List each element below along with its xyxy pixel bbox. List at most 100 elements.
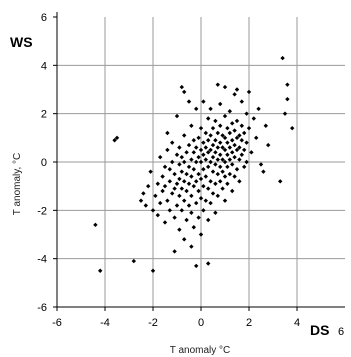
y-axis-label: T anomaly, °C	[12, 153, 23, 216]
data-point	[155, 212, 160, 218]
data-point	[258, 162, 264, 167]
data-point	[148, 169, 153, 174]
data-point	[194, 263, 199, 269]
data-point	[213, 162, 218, 167]
data-point	[254, 135, 259, 141]
data-point	[230, 162, 235, 167]
data-point	[177, 193, 182, 199]
data-point	[213, 138, 218, 143]
data-point	[172, 215, 177, 220]
data-point	[215, 82, 220, 87]
data-point	[242, 130, 247, 136]
data-point	[285, 96, 290, 102]
data-point	[201, 140, 206, 145]
data-point	[174, 203, 180, 208]
data-point	[189, 123, 194, 128]
x-tick-label: -2	[148, 317, 158, 329]
y-corner-label: WS	[10, 34, 33, 50]
data-point	[239, 138, 244, 143]
data-point	[201, 152, 206, 157]
data-point	[196, 215, 201, 220]
data-point	[249, 150, 254, 155]
data-point	[208, 179, 213, 184]
data-point	[215, 130, 220, 136]
data-point	[239, 152, 244, 157]
data-point	[189, 193, 194, 199]
data-point	[210, 142, 216, 148]
data-point	[186, 203, 192, 208]
data-point	[280, 55, 285, 61]
data-point	[218, 140, 223, 145]
data-point	[218, 101, 223, 107]
data-point	[213, 150, 218, 155]
data-point	[114, 135, 120, 141]
data-point	[184, 150, 189, 155]
data-point	[165, 147, 170, 153]
data-point	[244, 140, 249, 145]
data-point	[150, 268, 156, 273]
data-point	[167, 208, 172, 213]
data-point	[220, 157, 225, 162]
data-point	[282, 111, 288, 116]
data-point	[177, 227, 182, 232]
data-point	[232, 128, 237, 133]
data-point	[225, 164, 230, 170]
data-point	[162, 164, 168, 170]
data-point	[196, 188, 201, 194]
data-point	[234, 87, 240, 92]
data-point	[251, 116, 256, 121]
data-point	[182, 89, 187, 95]
data-point	[215, 145, 220, 150]
data-point	[198, 147, 204, 153]
data-point	[222, 159, 228, 165]
data-point	[170, 140, 175, 145]
data-point	[232, 174, 237, 179]
data-point	[198, 125, 204, 131]
data-point	[206, 116, 211, 121]
data-point	[210, 191, 216, 196]
data-point	[210, 125, 216, 131]
data-point	[198, 196, 204, 201]
data-point	[198, 159, 204, 165]
data-point	[278, 179, 283, 184]
data-point	[234, 118, 240, 124]
data-point	[174, 181, 180, 186]
data-point	[215, 171, 220, 177]
data-point	[203, 157, 208, 162]
data-point	[191, 138, 196, 143]
data-point	[222, 84, 228, 90]
data-point	[174, 152, 180, 157]
data-point	[239, 99, 244, 104]
data-point	[290, 125, 295, 131]
data-point	[234, 135, 240, 141]
x-tick-label: 2	[246, 317, 252, 329]
data-point	[155, 181, 160, 186]
data-point	[232, 142, 237, 148]
data-point	[131, 258, 136, 264]
data-point	[242, 164, 247, 170]
data-point	[210, 169, 216, 174]
data-point	[234, 167, 240, 172]
data-point	[179, 154, 184, 160]
data-point	[184, 171, 189, 177]
data-point	[203, 198, 208, 203]
data-point	[167, 179, 172, 184]
data-point	[222, 147, 228, 153]
data-point	[208, 147, 213, 153]
data-point	[194, 106, 199, 112]
data-point	[215, 193, 220, 199]
data-point	[203, 145, 208, 150]
data-point	[201, 99, 206, 104]
data-point	[201, 183, 206, 189]
data-point	[160, 174, 165, 179]
data-point	[239, 123, 244, 128]
data-point	[138, 198, 144, 203]
data-point	[261, 169, 266, 174]
data-point	[194, 200, 199, 206]
data-point	[246, 89, 252, 95]
x-tick-label: 0	[198, 317, 204, 329]
data-point	[237, 157, 242, 162]
data-point	[242, 147, 247, 153]
data-point	[208, 106, 213, 112]
data-point	[213, 118, 218, 124]
